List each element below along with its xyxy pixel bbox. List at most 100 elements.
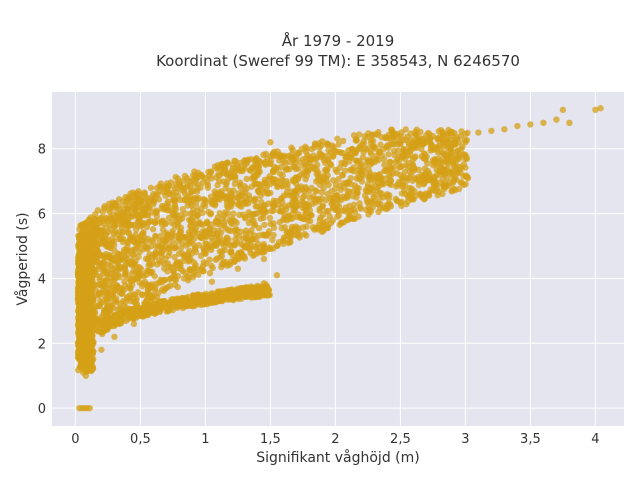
data-point (161, 276, 169, 284)
x-tick-label: 0,5 (130, 432, 151, 447)
data-point (437, 158, 444, 165)
data-point (258, 198, 265, 206)
data-point (123, 294, 131, 301)
data-point (289, 198, 296, 206)
data-point (115, 202, 122, 210)
data-point (377, 141, 384, 148)
data-point (440, 143, 448, 150)
data-point (153, 280, 160, 287)
data-point (107, 274, 114, 281)
data-point (385, 200, 393, 208)
data-point (447, 148, 455, 155)
data-point (157, 218, 164, 225)
data-point (173, 259, 181, 266)
data-point (361, 192, 369, 199)
data-point (104, 320, 112, 328)
data-point (267, 160, 274, 167)
data-point (164, 198, 172, 205)
data-point (444, 137, 451, 144)
data-point (241, 188, 249, 196)
data-point (101, 309, 108, 316)
data-point (401, 187, 408, 194)
data-point (376, 170, 383, 178)
data-point (364, 181, 372, 188)
data-point (228, 288, 235, 295)
data-point (353, 175, 361, 182)
data-point (97, 300, 104, 307)
data-point (280, 240, 287, 247)
data-point (106, 244, 113, 251)
data-point (174, 304, 181, 311)
data-point (200, 244, 207, 252)
data-point (566, 119, 573, 127)
data-point (83, 288, 91, 296)
data-point (203, 240, 210, 247)
data-point (78, 308, 85, 315)
data-point (236, 211, 243, 219)
data-point (82, 340, 90, 347)
data-point (409, 177, 416, 184)
data-point (342, 155, 349, 162)
data-point (177, 265, 185, 273)
data-point (176, 181, 183, 188)
data-point (369, 184, 376, 191)
data-point (112, 274, 120, 282)
data-point (215, 219, 222, 226)
data-point (334, 213, 341, 220)
data-point (197, 184, 204, 191)
data-point (189, 177, 196, 185)
data-point (376, 148, 383, 155)
data-point (89, 294, 96, 301)
data-point (120, 248, 128, 256)
data-point (273, 272, 281, 279)
data-point (163, 207, 171, 214)
data-point (232, 173, 239, 180)
data-point (364, 145, 372, 152)
data-point (441, 183, 448, 190)
data-point (270, 224, 278, 231)
data-point (226, 216, 233, 224)
data-point (95, 265, 103, 272)
data-point (163, 237, 170, 244)
x-tick-label: 2 (331, 432, 339, 447)
gridlines (52, 92, 624, 426)
data-point (418, 145, 425, 153)
data-point (407, 147, 414, 155)
data-point (197, 252, 205, 260)
data-point (397, 171, 404, 179)
data-point (137, 197, 144, 204)
data-point (88, 332, 95, 340)
data-point (78, 263, 86, 271)
data-point (151, 218, 159, 225)
data-point (302, 143, 309, 151)
data-point (283, 228, 291, 235)
data-point (488, 127, 495, 135)
data-point (287, 153, 295, 161)
data-point (237, 159, 244, 167)
data-point (251, 232, 258, 239)
data-point (285, 213, 293, 220)
data-point (514, 122, 521, 130)
data-point (291, 203, 299, 211)
data-point (235, 233, 243, 240)
data-point (193, 211, 201, 219)
chart-title-line-2: Koordinat (Sweref 99 TM): E 358543, N 62… (156, 52, 520, 70)
data-point (223, 179, 230, 186)
data-point (310, 196, 318, 203)
data-point (179, 215, 186, 222)
data-point (77, 253, 84, 261)
data-point (207, 210, 214, 218)
data-point (301, 203, 308, 211)
data-point (140, 219, 147, 227)
data-point (115, 257, 123, 264)
data-point (190, 241, 198, 249)
data-point (172, 212, 179, 219)
data-point (110, 202, 117, 209)
data-point (270, 231, 277, 239)
data-point (90, 309, 97, 316)
data-point (295, 149, 303, 157)
data-point (195, 218, 203, 226)
data-point (278, 194, 285, 202)
data-point (219, 289, 226, 296)
data-point (327, 161, 335, 169)
